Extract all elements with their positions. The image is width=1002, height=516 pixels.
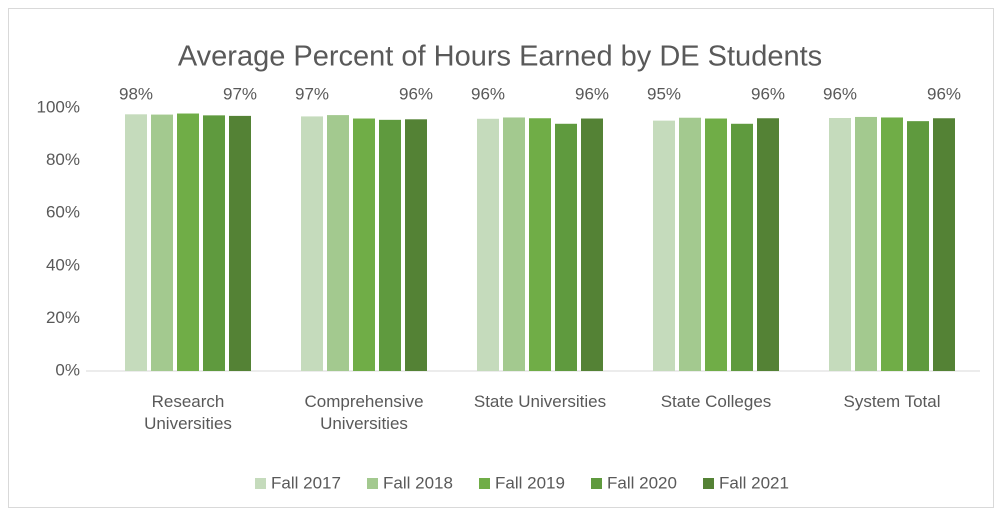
bar — [301, 116, 323, 371]
bar — [125, 114, 147, 371]
legend-swatch — [255, 478, 266, 489]
bar — [477, 118, 499, 372]
bar — [229, 115, 251, 371]
bar — [731, 123, 753, 371]
data-label: 98% — [119, 84, 153, 103]
y-tick-label: 60% — [46, 203, 80, 222]
bar — [177, 113, 199, 371]
data-label: 96% — [399, 84, 433, 103]
data-label: 96% — [823, 84, 857, 103]
y-tick-label: 20% — [46, 308, 80, 327]
bar — [933, 118, 955, 371]
x-tick-label: Comprehensive Universities — [304, 392, 424, 433]
bar — [757, 118, 779, 371]
legend-label: Fall 2017 — [271, 473, 341, 492]
legend-label: Fall 2021 — [719, 473, 789, 492]
y-tick-label: 100% — [37, 97, 80, 116]
legend-label: Fall 2019 — [495, 473, 565, 492]
data-label: 96% — [471, 84, 505, 103]
legend-swatch — [479, 478, 490, 489]
bar — [679, 117, 701, 371]
data-label: 97% — [223, 84, 257, 103]
y-tick-label: 40% — [46, 255, 80, 274]
data-label: 96% — [751, 84, 785, 103]
data-label: 96% — [575, 84, 609, 103]
legend-swatch — [703, 478, 714, 489]
bar — [705, 118, 727, 372]
bar — [855, 116, 877, 371]
bar — [379, 119, 401, 372]
legend-swatch — [367, 478, 378, 489]
data-label: 95% — [647, 84, 681, 103]
chart-title: Average Percent of Hours Earned by DE St… — [178, 41, 822, 73]
data-label: 96% — [927, 84, 961, 103]
bar — [907, 121, 929, 372]
legend-swatch — [591, 478, 602, 489]
x-tick-label: State Universities — [473, 392, 607, 411]
y-tick-label: 0% — [55, 360, 80, 379]
legend-label: Fall 2020 — [607, 473, 677, 492]
bar — [503, 117, 525, 371]
bar — [829, 117, 851, 371]
bar — [203, 115, 225, 371]
bar — [151, 114, 173, 371]
x-tick-label: State Colleges — [660, 392, 772, 411]
bar — [555, 123, 577, 371]
bar — [405, 119, 427, 372]
data-label: 97% — [295, 84, 329, 103]
bar — [581, 118, 603, 372]
x-tick-label: Research Universities — [144, 392, 232, 433]
bar — [653, 120, 675, 372]
y-tick-label: 80% — [46, 150, 80, 169]
x-tick-label: System Total — [843, 392, 941, 411]
bar — [881, 117, 903, 371]
bar — [353, 118, 375, 372]
legend-label: Fall 2018 — [383, 473, 453, 492]
bar — [529, 118, 551, 371]
bar — [327, 115, 349, 371]
